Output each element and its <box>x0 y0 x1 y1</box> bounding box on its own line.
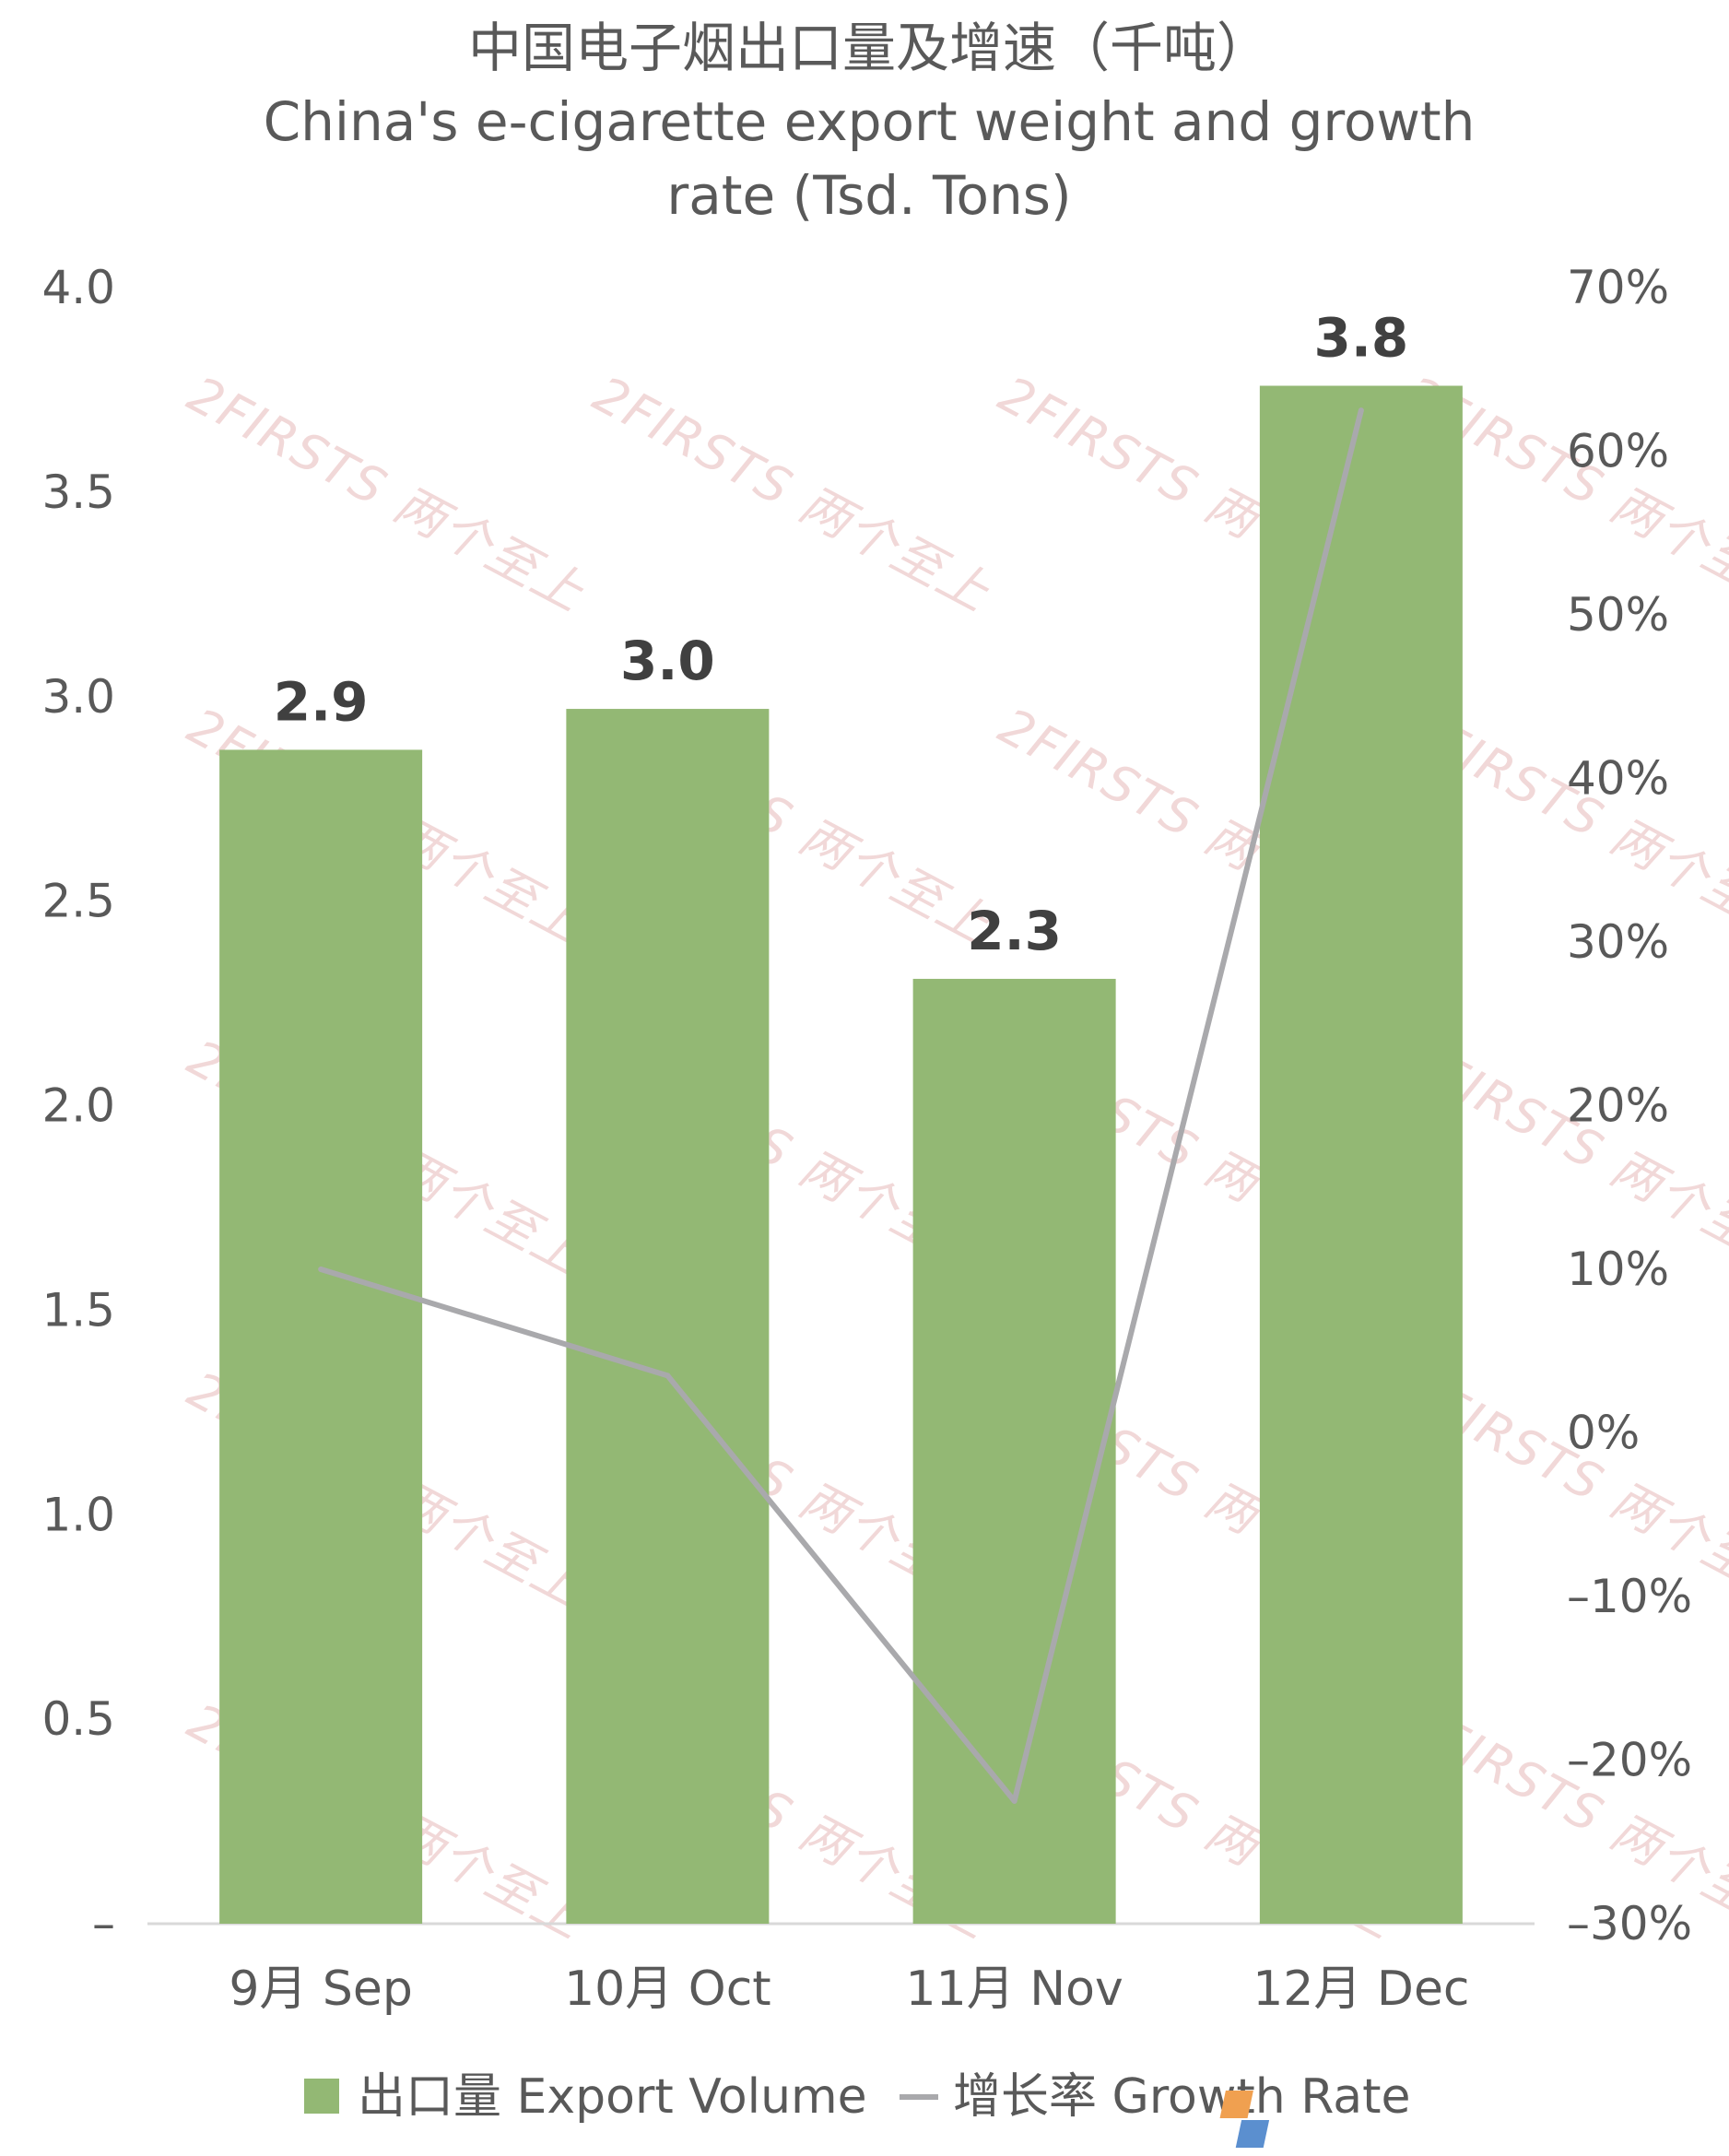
right-tick-label: 20% <box>1567 1079 1669 1133</box>
category-label: 12月 Dec <box>1253 1962 1469 2017</box>
legend-swatch-export-volume <box>304 2079 339 2114</box>
right-tick-label: 40% <box>1567 752 1669 806</box>
right-axis: –30% –20% –10% 0% 10% 20% 30% 40% 50% 60% 70% <box>1567 261 1692 1950</box>
data-labels: 2.9 3.0 2.3 3.8 <box>274 307 1409 962</box>
bar-export-volume <box>912 978 1116 1924</box>
right-tick-label: –30% <box>1567 1897 1692 1950</box>
category-label: 11月 Nov <box>906 1962 1123 2017</box>
right-tick-label: 0% <box>1567 1407 1640 1460</box>
line-series <box>318 407 1364 1804</box>
chart-title: 中国电子烟出口量及增速（千吨） <box>468 17 1270 79</box>
legend-label-export-volume: 出口量 Export Volume <box>358 2069 867 2125</box>
chart-subtitle-line-1: China's e-cigarette export weight and gr… <box>264 90 1476 153</box>
right-tick-label: 10% <box>1567 1243 1669 1296</box>
left-tick-label: 4.0 <box>41 261 115 314</box>
bar-data-label: 3.8 <box>1314 307 1409 370</box>
bar-export-volume <box>566 709 770 1924</box>
watermark-text: 2FIRSTS 两个至上 <box>584 365 1000 623</box>
growth-rate-point <box>1011 1797 1017 1804</box>
right-tick-label: –20% <box>1567 1734 1692 1787</box>
growth-rate-point <box>318 1267 324 1272</box>
left-tick-label: 3.5 <box>41 465 115 519</box>
left-tick-label: 0.5 <box>41 1692 115 1746</box>
bar-series <box>219 385 1463 1924</box>
left-tick-label: 1.5 <box>41 1283 115 1337</box>
bar-data-label: 3.0 <box>620 630 715 692</box>
bar-export-volume <box>219 749 423 1924</box>
right-tick-label: –10% <box>1567 1570 1692 1623</box>
bar-export-volume <box>1259 385 1463 1924</box>
growth-rate-point <box>1358 407 1364 414</box>
watermark-text: 2FIRSTS 两个至上 <box>179 365 594 623</box>
category-label: 9月 Sep <box>229 1962 413 2017</box>
left-tick-label: 1.0 <box>41 1488 115 1541</box>
right-tick-label: 60% <box>1567 425 1669 478</box>
right-tick-label: 30% <box>1567 915 1669 969</box>
left-tick-label: 2.0 <box>41 1079 115 1133</box>
bar-data-label: 2.3 <box>967 900 1062 962</box>
corner-logo-icon <box>1219 2091 1270 2148</box>
chart-subtitle-line-2: rate (Tsd. Tons) <box>666 164 1071 227</box>
left-tick-label: – <box>92 1897 115 1950</box>
right-tick-label: 70% <box>1567 261 1669 314</box>
growth-rate-point <box>665 1373 671 1379</box>
right-tick-label: 50% <box>1567 588 1669 642</box>
bar-data-label: 2.9 <box>274 670 369 733</box>
legend-label-growth-rate: 增长率 Growth Rate <box>953 2069 1411 2125</box>
left-tick-label: 2.5 <box>41 875 115 928</box>
category-label: 10月 Oct <box>564 1962 771 2017</box>
left-axis: – 0.5 1.0 1.5 2.0 2.5 3.0 3.5 4.0 <box>41 261 115 1950</box>
category-axis: 9月 Sep 10月 Oct 11月 Nov 12月 Dec <box>229 1962 1469 2017</box>
left-tick-label: 3.0 <box>41 670 115 724</box>
legend: 出口量 Export Volume 增长率 Growth Rate <box>304 2069 1411 2125</box>
growth-rate-line <box>320 409 1364 1804</box>
